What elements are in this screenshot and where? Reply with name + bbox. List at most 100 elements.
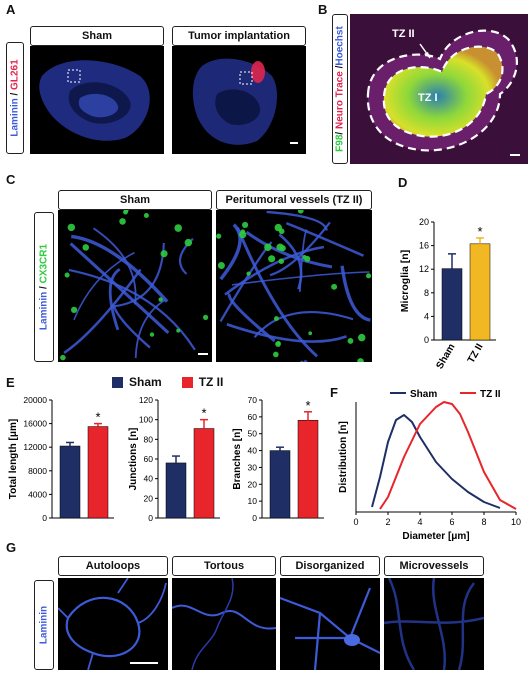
panel-g-side-label: Laminin xyxy=(34,580,54,670)
vessel xyxy=(134,298,166,359)
scale-bar xyxy=(290,142,298,144)
y-tick-label: 40 xyxy=(248,446,258,456)
x-tick-label: 0 xyxy=(353,517,358,527)
vessel xyxy=(69,242,170,335)
autoloops-image xyxy=(58,578,168,670)
vessel xyxy=(73,251,135,321)
microglia-cell xyxy=(275,341,281,347)
panel-label-b: B xyxy=(318,2,328,17)
panel-b-side-label: F98/ Neuro Trace /Hoechst xyxy=(332,14,348,164)
microvessels-image xyxy=(384,578,484,670)
y-tick-label: 12000 xyxy=(23,442,47,452)
microglia-cell xyxy=(273,316,279,321)
microglia-cell xyxy=(119,218,126,225)
tortous-image xyxy=(172,578,276,670)
microglia-cell xyxy=(268,255,276,263)
vessel xyxy=(340,265,371,322)
bar xyxy=(87,426,109,519)
microglia-cell xyxy=(149,332,155,337)
microglia-cell xyxy=(304,255,311,262)
significance-star: * xyxy=(201,406,206,421)
y-axis-title: Total length [μm] xyxy=(8,419,19,499)
panel-c-side-label: Laminin / CX3CR1 xyxy=(34,212,54,362)
vessel xyxy=(285,222,364,257)
x-tick-label: 2 xyxy=(385,517,390,527)
x-tick-label: 8 xyxy=(481,517,486,527)
y-tick-label: 16000 xyxy=(23,419,47,429)
y-axis-title: Junctions [n] xyxy=(128,428,139,491)
panel-label-f: F xyxy=(330,385,338,400)
vessel xyxy=(253,311,354,338)
y-tick-label: 120 xyxy=(139,395,153,405)
panel-label-e: E xyxy=(6,375,15,390)
y-tick-label: 4 xyxy=(424,311,429,321)
microglia-cell xyxy=(242,221,249,229)
x-axis-title: Diameter [μm] xyxy=(402,531,469,542)
y-tick-label: 0 xyxy=(42,513,47,523)
vessel xyxy=(63,268,142,355)
microglia-cell xyxy=(67,223,76,232)
microglia-cell xyxy=(357,333,366,342)
vessel xyxy=(108,267,121,331)
y-tick-label: 80 xyxy=(144,434,154,444)
y-tick-label: 20 xyxy=(144,493,154,503)
y-axis-title: Branches [n] xyxy=(232,428,243,489)
microglia-cell xyxy=(143,213,149,219)
x-tick-label: 6 xyxy=(449,517,454,527)
microglia-cell xyxy=(272,351,279,358)
panel-a-header-tumor: Tumor implantation xyxy=(172,26,306,46)
tumor-zone-image: TZ II TZ I xyxy=(350,14,528,164)
y-tick-label: 100 xyxy=(139,415,153,425)
panel-g-header-microvessels: Microvessels xyxy=(384,556,484,576)
y-tick-label: 16 xyxy=(419,241,429,251)
vessels-sham-image xyxy=(58,210,212,362)
y-tick-label: 60 xyxy=(144,454,154,464)
microglia-cell xyxy=(274,223,282,232)
vessel xyxy=(224,245,325,296)
y-tick-label: 40 xyxy=(144,474,154,484)
microglia-cell xyxy=(216,233,222,239)
microglia-cell xyxy=(357,358,364,362)
microglia-cell xyxy=(184,238,193,247)
panel-label-d: D xyxy=(398,175,408,190)
microglia-cell xyxy=(279,245,286,252)
vessel xyxy=(231,271,370,286)
legend-label: Sham xyxy=(410,389,437,400)
bar xyxy=(269,450,291,519)
zone-label-tz2: TZ II xyxy=(392,28,415,40)
bar xyxy=(193,428,215,519)
microglia-cell xyxy=(246,271,251,276)
y-tick-label: 20 xyxy=(248,479,258,489)
y-axis-title: Microglia [n] xyxy=(399,250,411,312)
zone-label-tz1: TZ I xyxy=(418,92,438,104)
microglia-cell xyxy=(202,314,209,320)
panel-c-header-sham: Sham xyxy=(58,190,212,210)
y-tick-label: 70 xyxy=(248,395,258,405)
series-line-tz2 xyxy=(379,401,517,510)
vessel xyxy=(68,268,196,351)
significance-star: * xyxy=(305,398,310,413)
brain-sham-image xyxy=(30,46,164,154)
category-label: TZ II xyxy=(466,342,486,365)
legend-swatch-sham xyxy=(112,376,123,388)
bar xyxy=(165,462,187,519)
chart-d: 0 4 8 12 16 20 Microglia [n] Sham * TZ II xyxy=(399,217,496,371)
scale-bar xyxy=(198,353,208,355)
vessel xyxy=(226,323,347,343)
legend-label-tz2: TZ II xyxy=(198,375,224,389)
y-tick-label: 60 xyxy=(248,412,258,422)
legend: Sham TZ II xyxy=(112,375,223,389)
panel-label-c: C xyxy=(6,172,16,187)
vessel xyxy=(236,227,319,358)
microglia-cell xyxy=(239,231,247,239)
microglia-cell xyxy=(158,297,163,302)
vessels-tz2-image xyxy=(216,210,372,362)
microglia-cell xyxy=(70,306,78,313)
y-tick-label: 4000 xyxy=(28,489,47,499)
panel-c-header-tz2: Peritumoral vessels (TZ II) xyxy=(216,190,372,210)
vessel xyxy=(227,292,276,343)
y-tick-label: 30 xyxy=(248,462,258,472)
chart-e-total-length: 0 4000 8000 12000 16000 20000 Total length [μm… xyxy=(8,395,114,523)
chart-f-distribution: 0 2 4 6 8 10 Diameter [μm] Distribution [n] Sham… xyxy=(338,389,521,542)
y-tick-label: 0 xyxy=(148,513,153,523)
